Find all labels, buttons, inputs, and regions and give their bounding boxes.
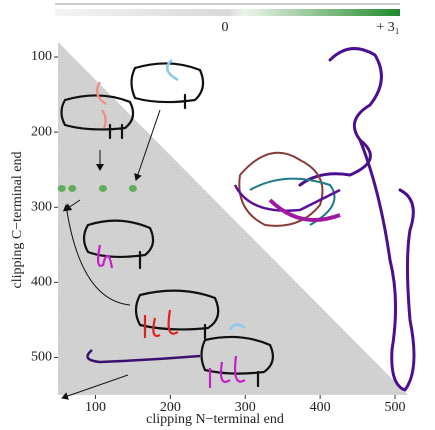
point (98, 184, 107, 192)
x-tick-label: 200 (160, 400, 181, 415)
colorbar (55, 9, 400, 16)
point (68, 184, 77, 192)
knot-diagrams (60, 59, 275, 400)
protein-structure (233, 47, 416, 392)
point (128, 184, 137, 192)
x-tick-label: 500 (385, 400, 406, 415)
colorbar-label: + 3₁ (376, 20, 399, 35)
matrix-triangle (58, 42, 408, 395)
y-axis-label: clipping C−terminal end (10, 152, 25, 289)
y-tick-label: 300 (31, 199, 52, 214)
x-tick-label: 400 (310, 400, 331, 415)
y-tick-label: 500 (31, 350, 52, 365)
y-tick-label: 200 (31, 124, 52, 139)
y-tick-label: 400 (31, 275, 52, 290)
x-tick-label: 300 (235, 400, 256, 415)
x-axis-label: clipping N−terminal end (146, 412, 284, 427)
colorbar-label: 0 (222, 20, 229, 35)
point (57, 184, 66, 192)
x-tick-label: 100 (85, 400, 106, 415)
y-tick-label: 100 (31, 49, 52, 64)
